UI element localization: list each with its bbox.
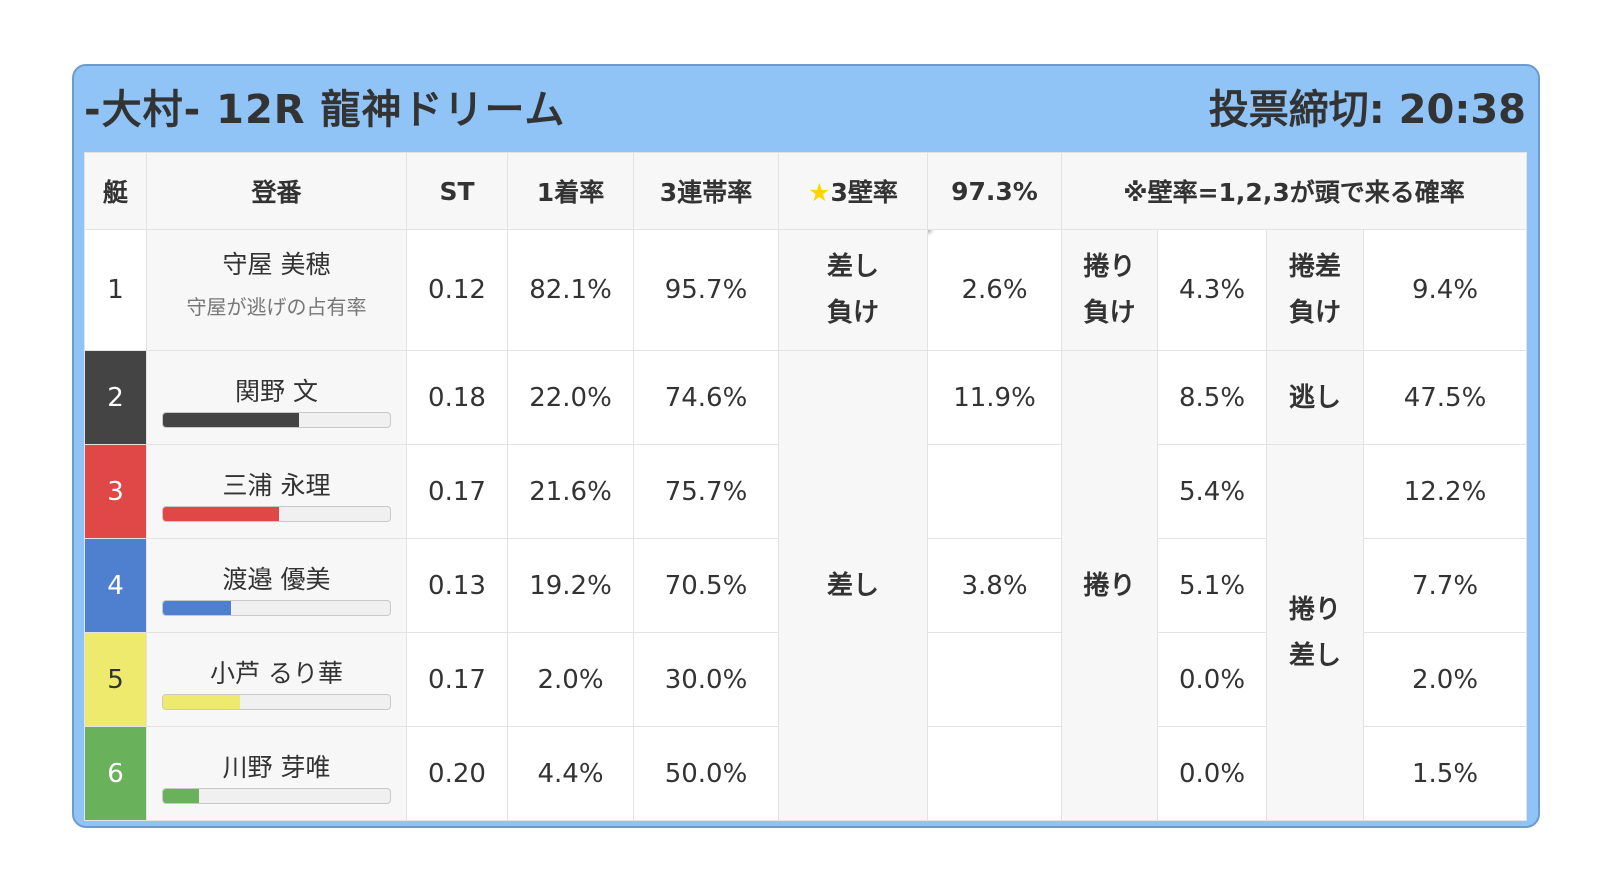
st-value: 0.13 [406, 538, 508, 633]
star-icon: ★ [808, 178, 831, 207]
makuri-make-label: 捲り 負け [1061, 229, 1158, 351]
racer-cell: 三浦 永理 [146, 444, 407, 539]
st-value: 0.18 [406, 350, 508, 445]
header-row: 艇 登番 ST 1着率 3連帯率 ★3壁率 97.3% ※壁率=1,2,3が頭で… [84, 152, 1527, 230]
racer-name: 守屋 美穂 [222, 249, 331, 279]
lane-number: 6 [84, 726, 147, 821]
racer-name: 川野 芽唯 [222, 752, 331, 782]
col-name: 登番 [146, 152, 407, 230]
lane-number: 4 [84, 538, 147, 633]
racer-name: 渡邉 優美 [222, 564, 331, 594]
sashi-value [927, 444, 1062, 539]
win-rate-value: 19.2% [507, 538, 634, 633]
sashi-label: 差し [778, 350, 928, 821]
makuri-value: 0.0% [1157, 632, 1267, 727]
lane-number: 3 [84, 444, 147, 539]
voting-deadline: 投票締切: 20:38 [1208, 87, 1526, 133]
table-row: 1 守屋 美穂 守屋が逃げの占有率 0.12 82.1% 95.7% 差し 負け … [84, 229, 1527, 351]
makuri-make-value: 4.3% [1157, 229, 1267, 351]
progress-bar [162, 412, 391, 428]
nige-value: 47.5% [1363, 350, 1527, 445]
lane-number: 5 [84, 632, 147, 727]
win-rate-value: 21.6% [507, 444, 634, 539]
kabe-rate-text: 3壁率 [830, 178, 898, 207]
racer-name: 三浦 永理 [222, 470, 331, 500]
col-top3-rate: 3連帯率 [633, 152, 779, 230]
st-value: 0.20 [406, 726, 508, 821]
nige-label: 逃し [1266, 350, 1364, 445]
lane-number: 2 [84, 350, 147, 445]
racer-cell: 守屋 美穂 守屋が逃げの占有率 [146, 229, 407, 351]
makuri-label: 捲り [1061, 350, 1158, 821]
win-rate-value: 4.4% [507, 726, 634, 821]
sashi-value: 11.9% [927, 350, 1062, 445]
top3-rate-value: 70.5% [633, 538, 779, 633]
makuri-value: 8.5% [1157, 350, 1267, 445]
top3-rate-value: 74.6% [633, 350, 779, 445]
sashi-value [927, 726, 1062, 821]
table-row: 3 三浦 永理 0.17 21.6% 75.7% 5.4% 捲り 差し 12.2% [84, 444, 1527, 821]
st-value: 0.17 [406, 632, 508, 727]
st-value: 0.12 [406, 229, 508, 351]
col-lane: 艇 [84, 152, 147, 230]
win-rate-value: 22.0% [507, 350, 634, 445]
racer-cell: 渡邉 優美 [146, 538, 407, 633]
kabe-rate-label: ★3壁率 [778, 152, 928, 230]
prediction-table: 艇 登番 ST 1着率 3連帯率 ★3壁率 97.3% ※壁率=1,2,3が頭で… [84, 152, 1527, 821]
lane-number: 1 [84, 229, 147, 351]
sashi-make-value: 2.6% [927, 229, 1062, 351]
escape-share-note: 守屋が逃げの占有率 [186, 294, 367, 319]
makuri-value: 5.4% [1157, 444, 1267, 539]
makuri-value: 5.1% [1157, 538, 1267, 633]
table-row: 2 関野 文 0.18 22.0% 74.6% 差し 11.9% 捲り 8.5%… [84, 350, 1527, 821]
table-row: 6 川野 芽唯 0.20 4.4% 50.0% 0.0% 1.5% [84, 726, 1527, 821]
progress-bar [162, 600, 391, 616]
race-card: -大村- 12R 龍神ドリーム 投票締切: 20:38 艇 登番 ST 1着率 … [72, 64, 1540, 828]
makurizashi-label: 捲り 差し [1266, 444, 1364, 821]
st-value: 0.17 [406, 444, 508, 539]
progress-bar-fill [163, 413, 300, 427]
kabe-rate-value: 97.3% [927, 152, 1062, 230]
race-title: -大村- 12R 龍神ドリーム [84, 87, 566, 133]
win-rate-value: 2.0% [507, 632, 634, 727]
racer-name: 関野 文 [235, 376, 318, 406]
makuri-value: 0.0% [1157, 726, 1267, 821]
kabe-rate-note: ※壁率=1,2,3が頭で来る確率 [1061, 152, 1527, 230]
racer-cell: 川野 芽唯 [146, 726, 407, 821]
progress-bar-fill [163, 507, 279, 521]
sashi-value: 3.8% [927, 538, 1062, 633]
makurizashi-value: 12.2% [1363, 444, 1527, 539]
top3-rate-value: 75.7% [633, 444, 779, 539]
progress-bar-fill [163, 695, 241, 709]
makurizashi-make-value: 9.4% [1363, 229, 1527, 351]
top3-rate-value: 50.0% [633, 726, 779, 821]
progress-bar-fill [163, 789, 200, 803]
col-st: ST [406, 152, 508, 230]
sashi-make-label: 差し 負け [778, 229, 928, 351]
progress-bar [162, 506, 391, 522]
sashi-value [927, 632, 1062, 727]
col-win-rate: 1着率 [507, 152, 634, 230]
win-rate-value: 82.1% [507, 229, 634, 351]
racer-name: 小芦 るり華 [210, 658, 343, 688]
racer-cell: 小芦 るり華 [146, 632, 407, 727]
table-row: 4 渡邉 優美 0.13 19.2% 70.5% 3.8% 5.1% 7.7% [84, 538, 1527, 633]
makurizashi-value: 7.7% [1363, 538, 1527, 633]
progress-bar-fill [163, 601, 232, 615]
progress-bar [162, 788, 391, 804]
racer-cell: 関野 文 [146, 350, 407, 445]
makurizashi-make-label: 捲差 負け [1266, 229, 1364, 351]
makurizashi-value: 1.5% [1363, 726, 1527, 821]
top3-rate-value: 30.0% [633, 632, 779, 727]
progress-bar [162, 694, 391, 710]
top3-rate-value: 95.7% [633, 229, 779, 351]
makurizashi-value: 2.0% [1363, 632, 1527, 727]
